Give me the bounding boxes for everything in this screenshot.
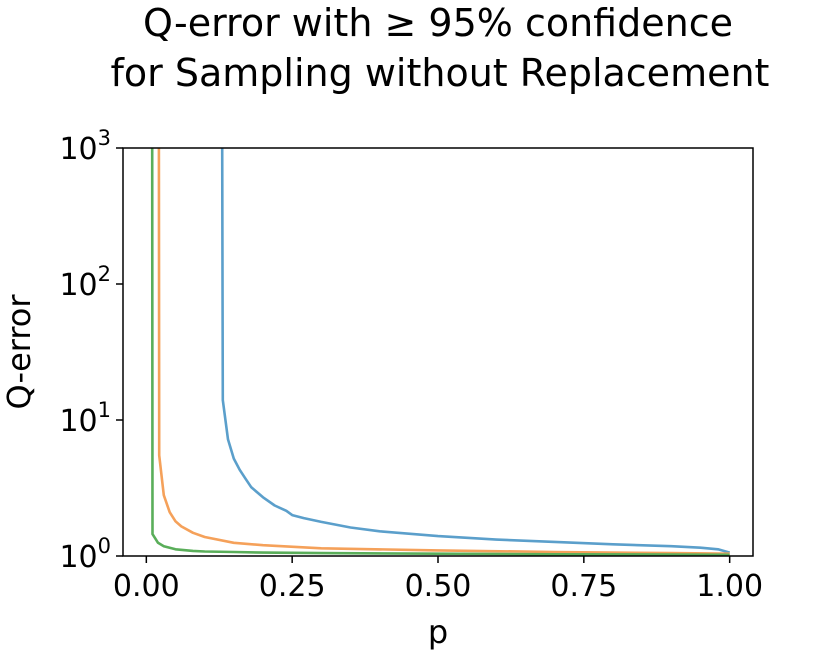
x-tick-label-4: 1.00 — [696, 569, 763, 604]
plot-frame — [122, 147, 754, 557]
y-tick-label-2: 102 — [59, 262, 111, 303]
x-tick-label-1: 0.25 — [259, 569, 326, 604]
series-line-1 — [220, 148, 731, 554]
series-line-3 — [150, 148, 730, 556]
series-layer — [150, 148, 731, 556]
x-tick-label-3: 0.75 — [550, 569, 617, 604]
series-line-2 — [157, 148, 730, 555]
tick-layer: 0.00 0.25 0.50 0.75 1.00 100 101 102 103 — [59, 126, 763, 604]
y-tick-label-3: 103 — [59, 126, 111, 167]
chart-title-line2: for Sampling without Replacement — [111, 51, 770, 95]
x-tick-label-2: 0.50 — [405, 569, 472, 604]
chart-title-line1: Q-error with ≥ 95% confidence — [143, 1, 733, 45]
x-axis-label: p — [428, 613, 448, 651]
y-axis-label: Q-error — [0, 294, 38, 410]
y-tick-label-1: 101 — [59, 398, 111, 439]
y-tick-label-0: 100 — [59, 534, 111, 575]
x-tick-label-0: 0.00 — [113, 569, 180, 604]
